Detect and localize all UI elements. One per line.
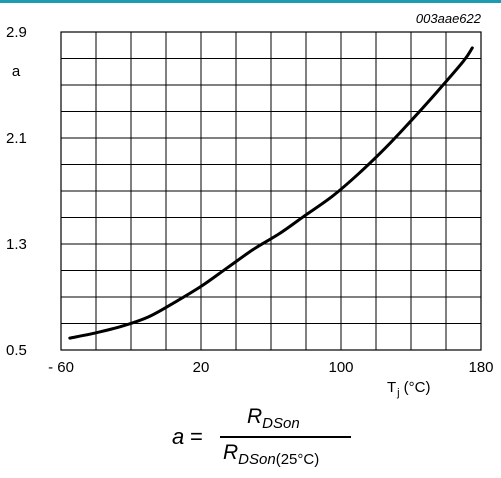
series-line — [68, 46, 474, 340]
y-tick-label: 2.1 — [6, 130, 27, 147]
fraction-bar — [220, 436, 351, 438]
denominator-sub: DSon(25°C) — [238, 451, 320, 468]
x-axis-label-unit: (°C) — [404, 379, 431, 396]
svg-text:Tj(°C): Tj (°C) — [387, 379, 430, 399]
x-axis-label-sub: j — [396, 387, 399, 399]
y-tick-label: 1.3 — [6, 236, 27, 253]
y-tick-label: 0.5 — [6, 342, 27, 359]
x-tick-label: - 60 — [48, 359, 74, 376]
formula-equals: = — [190, 424, 203, 449]
top-accent-rule — [0, 0, 501, 3]
x-axis-label: Tj (°C) — [387, 379, 430, 399]
formula-denominator: RDSon(25°C) — [223, 441, 320, 468]
x-axis-label-main: T — [387, 379, 396, 396]
x-tick-label: 20 — [193, 359, 210, 376]
numerator-base: R — [247, 405, 263, 428]
numerator-sub: DSon — [262, 415, 300, 432]
y-axis-label: a — [12, 63, 21, 80]
figure-code: 003aae622 — [416, 11, 482, 26]
x-tick-label: 180 — [468, 359, 493, 376]
tick-labels: - 60 20 100 180 0.5 1.3 2.1 2.9 — [6, 24, 494, 376]
formula-lhs: a — [172, 424, 185, 449]
formula-numerator: RDSon — [247, 405, 300, 432]
line-chart: - 60 20 100 180 0.5 1.3 2.1 2.9 003aae622 a Tj (… — [6, 11, 494, 399]
formula: a = RDSon RDSon(25°C) — [0, 405, 501, 477]
x-tick-label: 100 — [328, 359, 353, 376]
y-tick-label: 2.9 — [6, 24, 27, 41]
grid — [61, 32, 481, 350]
denominator-base: R — [223, 441, 239, 464]
